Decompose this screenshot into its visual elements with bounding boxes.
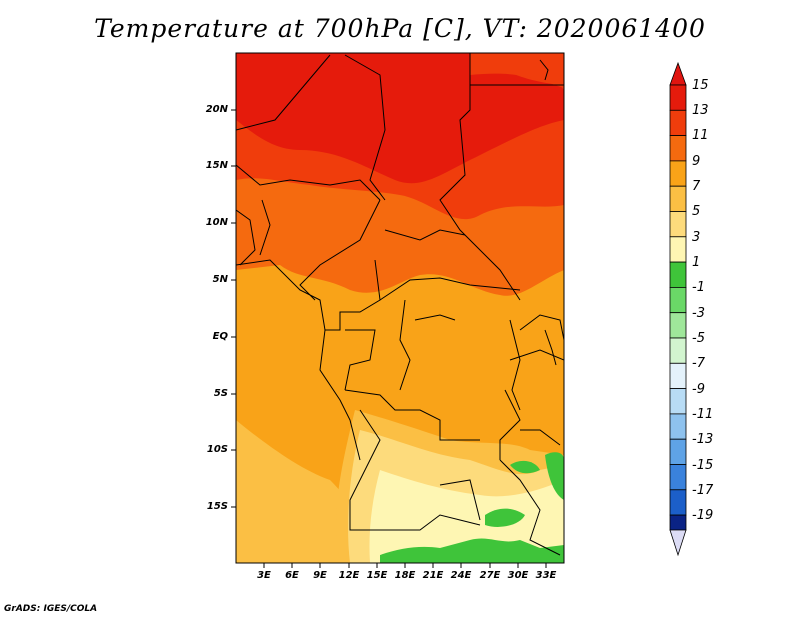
- lat-label: 10S: [206, 444, 228, 455]
- colorbar-label: 15: [692, 78, 709, 93]
- colorbar-label: 3: [692, 230, 701, 245]
- colorbar-label: 7: [692, 179, 701, 194]
- colorbar-label: -11: [692, 407, 714, 422]
- lat-label: EQ: [212, 331, 228, 342]
- lon-label: 6E: [285, 570, 299, 581]
- map-frame: [235, 52, 565, 564]
- colorbar-label: -17: [692, 483, 714, 498]
- lat-label: 15N: [205, 160, 228, 171]
- lon-label: 24E: [450, 570, 472, 581]
- colorbar-label: -9: [692, 382, 705, 397]
- lat-ticks: [231, 109, 236, 508]
- colorbar-label: -5: [692, 331, 705, 346]
- lon-label: 30E: [507, 570, 529, 581]
- lat-label: 15S: [206, 501, 228, 512]
- lat-label: 5N: [212, 274, 228, 285]
- lon-label: 15E: [366, 570, 388, 581]
- colorbar-label: -7: [692, 356, 705, 371]
- colorbar-bottom-arrow: [669, 529, 687, 557]
- colorbar-label: 5: [692, 204, 701, 219]
- colorbar-label: -1: [692, 280, 705, 295]
- lon-ticks: [263, 563, 547, 568]
- lat-label: 20N: [205, 104, 228, 115]
- colorbar-top-arrow: [669, 61, 687, 86]
- colorbar-label: -13: [692, 432, 714, 447]
- colorbar-label: -15: [692, 458, 714, 473]
- credit-text: GrADS: IGES/COLA: [4, 604, 98, 614]
- temperature-field: [236, 53, 564, 563]
- map-title: Temperature at 700hPa [C], VT: 202006140…: [94, 14, 706, 43]
- lon-label: 21E: [422, 570, 444, 581]
- country-borders: [236, 53, 564, 556]
- colorbar-label: -3: [692, 306, 705, 321]
- colorbar-label: 13: [692, 103, 709, 118]
- colorbar-label: 9: [692, 154, 701, 169]
- colorbar-label: 1: [692, 255, 701, 270]
- lat-label: 10N: [205, 217, 228, 228]
- lon-label: 18E: [394, 570, 416, 581]
- colorbar-label: -19: [692, 508, 714, 523]
- colorbar: [669, 61, 687, 557]
- lat-label: 5S: [213, 388, 228, 399]
- lon-label: 3E: [257, 570, 271, 581]
- lon-label: 27E: [479, 570, 501, 581]
- lon-label: 9E: [313, 570, 327, 581]
- lon-label: 33E: [535, 570, 557, 581]
- colorbar-label: 11: [692, 128, 709, 143]
- lon-label: 12E: [338, 570, 360, 581]
